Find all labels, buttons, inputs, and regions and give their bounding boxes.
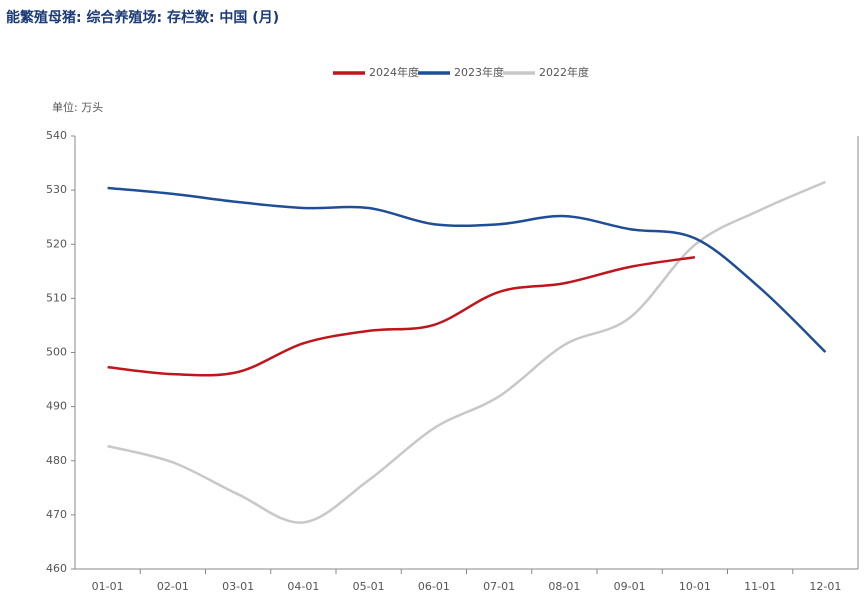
x-tick-label: 05-01 [353, 580, 385, 593]
line-series [107, 180, 826, 524]
legend-label: 2022年度 [539, 65, 589, 79]
x-tick-label: 12-01 [809, 580, 841, 593]
y-axis-label: 单位: 万头 [52, 100, 103, 114]
y-tick-label: 460 [46, 562, 67, 575]
chart-title: 能繁殖母猪: 综合养殖场: 存栏数: 中国 (月) [6, 9, 279, 26]
legend-label: 2023年度 [454, 65, 504, 79]
y-tick-label: 520 [46, 237, 67, 250]
y-tick-label: 510 [46, 291, 67, 304]
x-tick-label: 11-01 [744, 580, 776, 593]
y-tick-label: 540 [46, 129, 67, 142]
x-tick-label: 01-01 [92, 580, 124, 593]
line-series [107, 256, 696, 377]
line-series [107, 186, 827, 353]
legend-label: 2024年度 [369, 65, 419, 79]
x-tick-label: 10-01 [679, 580, 711, 593]
x-tick-label: 08-01 [548, 580, 580, 593]
x-tick-label: 04-01 [287, 580, 319, 593]
y-tick-label: 500 [46, 346, 67, 359]
x-tick-label: 09-01 [614, 580, 646, 593]
y-tick-label: 470 [46, 508, 67, 521]
x-tick-label: 07-01 [483, 580, 515, 593]
y-tick-label: 490 [46, 400, 67, 413]
y-tick-label: 480 [46, 454, 67, 467]
y-tick-label: 530 [46, 183, 67, 196]
x-tick-label: 03-01 [222, 580, 254, 593]
x-tick-label: 06-01 [418, 580, 450, 593]
x-tick-label: 02-01 [157, 580, 189, 593]
